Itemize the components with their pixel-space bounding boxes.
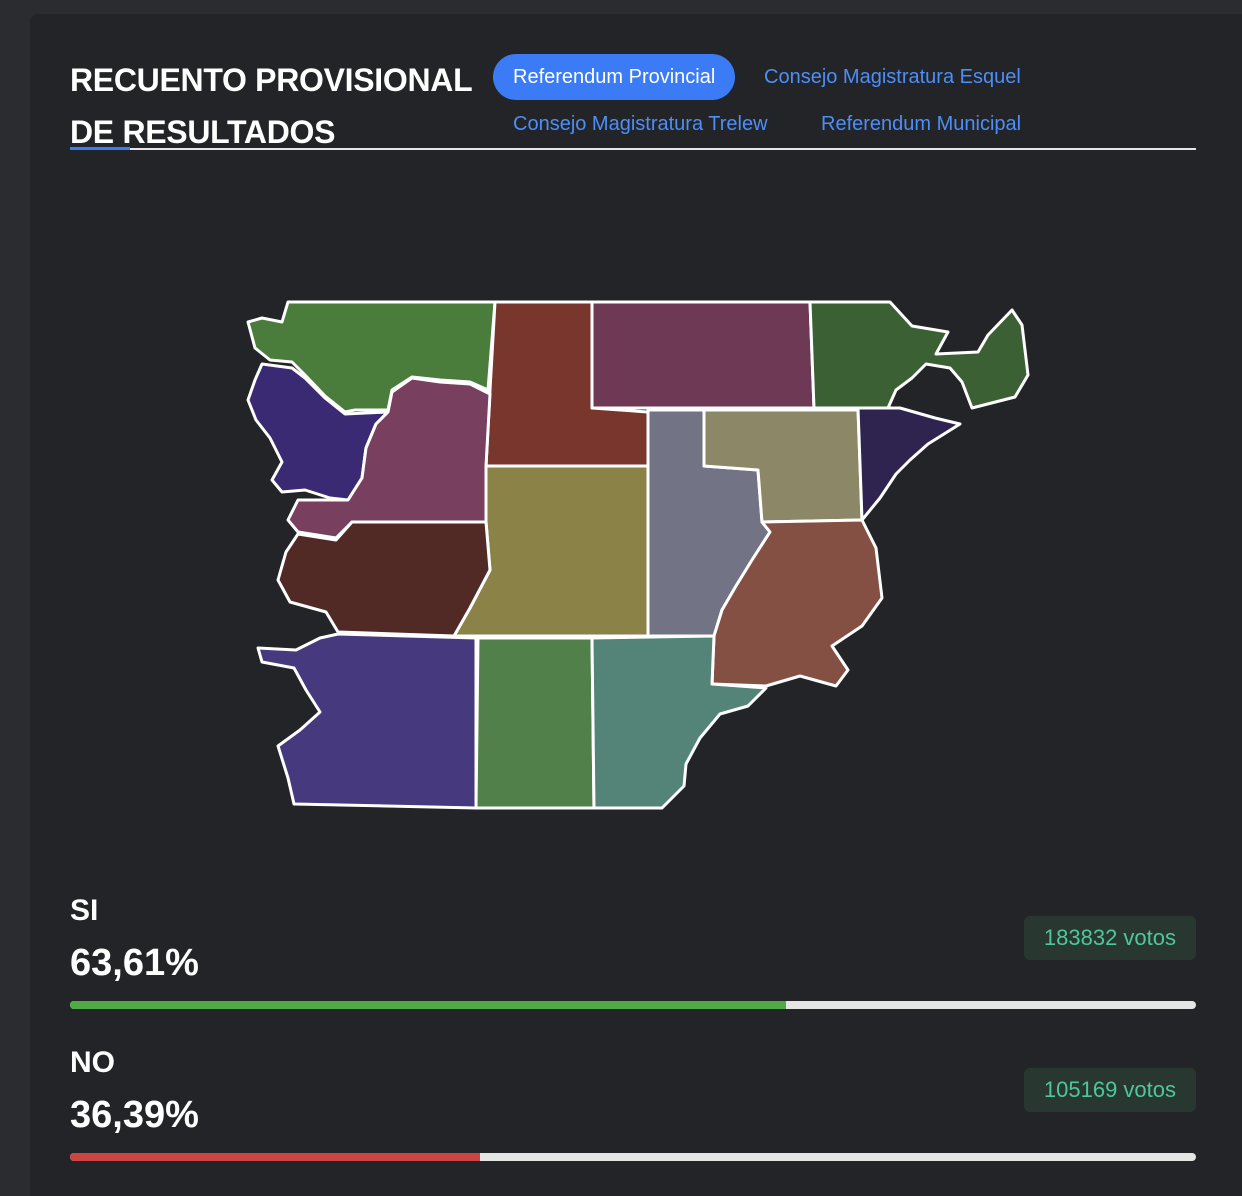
tab-consejo-magistratura-trelew[interactable]: Consejo Magistratura Trelew — [513, 113, 768, 135]
map-region[interactable] — [710, 518, 884, 688]
no-votes-badge: 105169 votos — [1023, 1068, 1196, 1112]
si-progress-bar — [70, 1001, 1196, 1009]
tab-consejo-magistratura-esquel[interactable]: Consejo Magistratura Esquel — [764, 66, 1021, 88]
si-label: SI — [70, 894, 99, 927]
map-region[interactable] — [808, 300, 1030, 410]
si-votes-badge: 183832 votos — [1023, 916, 1196, 960]
no-percent: 36,39% — [70, 1094, 199, 1136]
page-title: RECUENTO PROVISIONAL DE RESULTADOS — [70, 62, 472, 150]
tabs-divider — [70, 148, 1196, 150]
map-region[interactable] — [276, 520, 492, 638]
tab-referendum-municipal[interactable]: Referendum Municipal — [821, 113, 1022, 135]
map-region[interactable] — [286, 376, 492, 540]
map-region[interactable] — [256, 632, 478, 810]
no-progress-bar — [70, 1153, 1196, 1161]
tab-referendum-provincial[interactable]: Referendum Provincial — [493, 54, 736, 100]
si-progress-fill — [70, 1001, 787, 1009]
map-region[interactable] — [246, 300, 497, 414]
map-region[interactable] — [474, 636, 596, 810]
map-region[interactable] — [856, 406, 962, 522]
si-percent: 63,61% — [70, 942, 199, 984]
map-region[interactable] — [590, 634, 768, 810]
no-label: NO — [70, 1046, 115, 1079]
tabs-divider-accent — [70, 147, 130, 150]
map-region[interactable] — [590, 300, 816, 410]
results-card: RECUENTO PROVISIONAL DE RESULTADOS Refer… — [30, 14, 1242, 1196]
no-progress-fill — [70, 1153, 480, 1161]
